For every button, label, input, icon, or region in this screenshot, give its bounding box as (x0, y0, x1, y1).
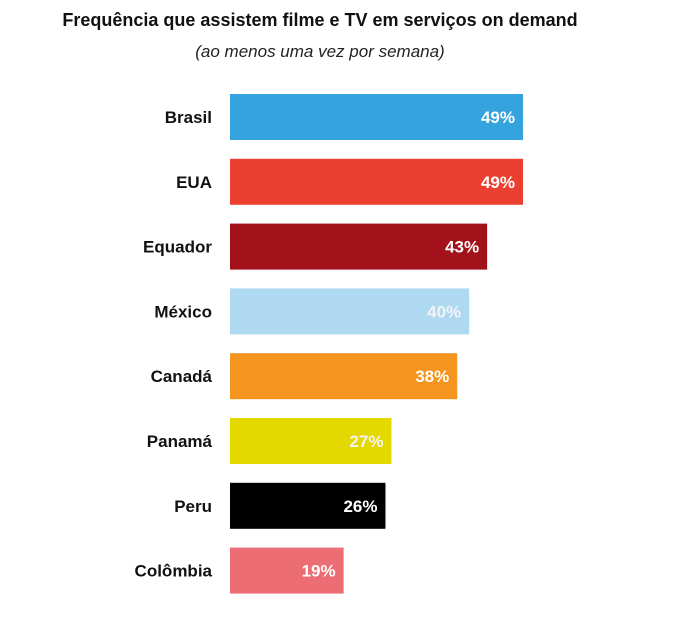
bar-equador (230, 223, 488, 270)
bar-brasil (230, 94, 523, 140)
value-label-peru: 26% (343, 497, 377, 516)
value-label-mexico: 40% (427, 302, 461, 321)
bar-panama (230, 418, 392, 464)
bar-canada (230, 353, 458, 400)
value-label-equador: 43% (445, 238, 479, 257)
bar-colombia (230, 547, 344, 594)
bar-peru (230, 482, 386, 529)
bar-mexico (230, 288, 470, 335)
category-label-equador: Equador (143, 238, 212, 257)
value-label-canada: 38% (415, 367, 449, 386)
category-label-canada: Canadá (151, 367, 213, 386)
chart-title: Frequência que assistem filme e TV em se… (62, 10, 578, 30)
chart-subtitle: (ao menos uma vez por semana) (195, 42, 445, 61)
bar-eua (230, 158, 523, 205)
category-label-colombia: Colômbia (135, 562, 213, 581)
value-label-colombia: 19% (302, 562, 336, 581)
category-label-eua: EUA (176, 173, 212, 192)
category-label-panama: Panamá (147, 432, 213, 451)
value-label-brasil: 49% (481, 108, 515, 127)
value-label-eua: 49% (481, 173, 515, 192)
category-label-peru: Peru (174, 497, 212, 516)
category-label-mexico: México (154, 302, 212, 321)
category-label-brasil: Brasil (165, 108, 212, 127)
value-label-panama: 27% (349, 432, 383, 451)
